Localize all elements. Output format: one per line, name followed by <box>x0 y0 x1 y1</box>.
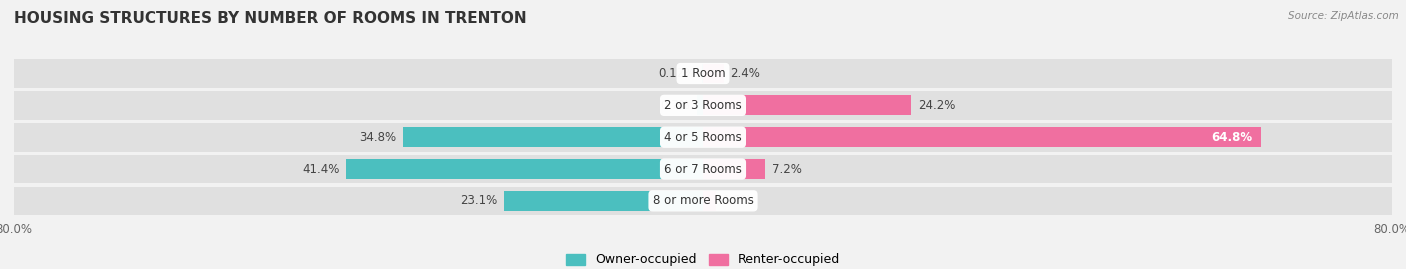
Bar <box>14 186 1392 215</box>
Text: 24.2%: 24.2% <box>918 99 956 112</box>
Text: 2 or 3 Rooms: 2 or 3 Rooms <box>664 99 742 112</box>
Bar <box>703 191 716 211</box>
Text: Source: ZipAtlas.com: Source: ZipAtlas.com <box>1288 11 1399 21</box>
Bar <box>703 159 765 179</box>
Text: 41.4%: 41.4% <box>302 162 340 175</box>
Bar <box>14 123 1392 151</box>
Bar <box>404 127 703 147</box>
Text: 7.2%: 7.2% <box>772 162 801 175</box>
Text: 1 Room: 1 Room <box>681 67 725 80</box>
Bar <box>14 155 1392 183</box>
Text: 34.8%: 34.8% <box>360 131 396 144</box>
Text: 2.4%: 2.4% <box>731 67 761 80</box>
Text: 0.12%: 0.12% <box>658 67 695 80</box>
Bar <box>346 159 703 179</box>
Bar <box>505 191 703 211</box>
Bar <box>697 95 703 115</box>
Bar <box>703 127 1261 147</box>
Bar <box>14 91 1392 120</box>
Text: 1.5%: 1.5% <box>723 194 752 207</box>
Text: 6 or 7 Rooms: 6 or 7 Rooms <box>664 162 742 175</box>
Bar <box>14 59 1392 88</box>
Bar <box>703 95 911 115</box>
Text: 0.7%: 0.7% <box>661 99 690 112</box>
Legend: Owner-occupied, Renter-occupied: Owner-occupied, Renter-occupied <box>560 247 846 269</box>
Text: HOUSING STRUCTURES BY NUMBER OF ROOMS IN TRENTON: HOUSING STRUCTURES BY NUMBER OF ROOMS IN… <box>14 11 527 26</box>
Text: 23.1%: 23.1% <box>460 194 498 207</box>
Text: 8 or more Rooms: 8 or more Rooms <box>652 194 754 207</box>
Bar <box>703 64 724 83</box>
Text: 4 or 5 Rooms: 4 or 5 Rooms <box>664 131 742 144</box>
Text: 64.8%: 64.8% <box>1212 131 1253 144</box>
